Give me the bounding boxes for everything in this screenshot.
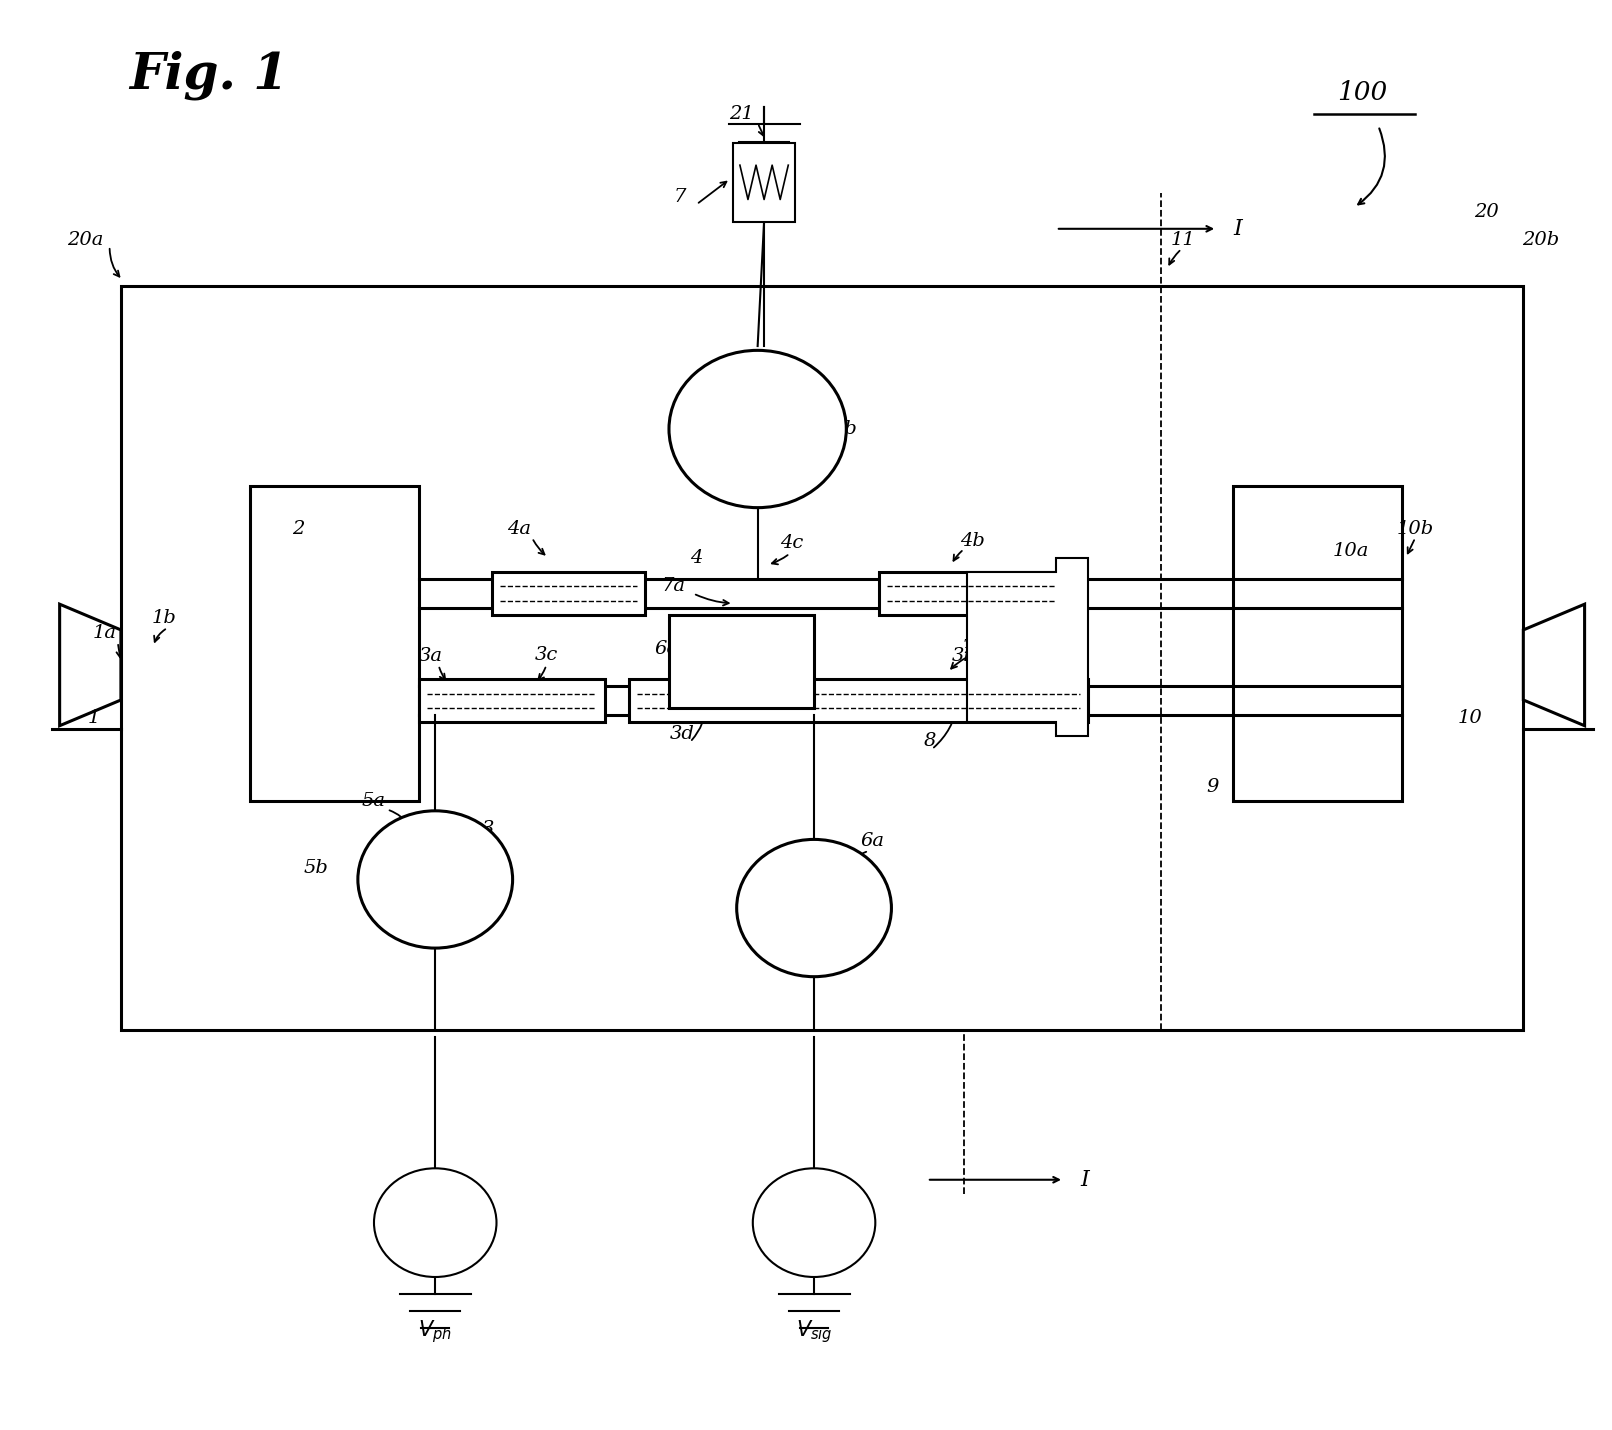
Text: 4: 4 xyxy=(690,549,703,566)
Text: 1b: 1b xyxy=(152,609,177,626)
Text: I: I xyxy=(1080,1168,1090,1191)
Text: 1a: 1a xyxy=(93,625,116,642)
Text: 4c: 4c xyxy=(780,535,803,552)
Text: 2: 2 xyxy=(292,521,305,538)
Text: 6: 6 xyxy=(756,885,769,902)
Text: 6b: 6b xyxy=(832,874,858,891)
Circle shape xyxy=(374,1168,496,1277)
Text: 20b: 20b xyxy=(1522,232,1560,249)
Text: $V_{sig}$: $V_{sig}$ xyxy=(796,1318,832,1344)
Circle shape xyxy=(669,350,846,508)
Text: I: I xyxy=(1233,217,1243,240)
Circle shape xyxy=(753,1168,875,1277)
Bar xyxy=(121,286,1523,1030)
Text: 1: 1 xyxy=(87,709,100,726)
Text: 7b: 7b xyxy=(832,420,858,438)
Text: 8: 8 xyxy=(924,732,937,749)
Text: 5a: 5a xyxy=(363,792,385,809)
Text: 6c: 6c xyxy=(654,641,677,658)
Text: 10a: 10a xyxy=(1333,542,1369,559)
Text: 7c: 7c xyxy=(962,639,985,656)
Text: 3: 3 xyxy=(482,821,495,838)
Text: 6a: 6a xyxy=(861,832,883,849)
Text: 7a: 7a xyxy=(663,578,685,595)
Bar xyxy=(879,572,1064,615)
Bar xyxy=(733,143,795,222)
Text: 3b: 3b xyxy=(951,648,977,665)
Text: 10b: 10b xyxy=(1396,521,1435,538)
Polygon shape xyxy=(967,558,1088,736)
Text: 3d: 3d xyxy=(669,725,695,742)
Text: 9: 9 xyxy=(1206,778,1219,795)
Text: 3c: 3c xyxy=(535,646,558,664)
Bar xyxy=(669,615,814,708)
Polygon shape xyxy=(60,605,121,726)
Bar xyxy=(629,679,1088,722)
Bar xyxy=(1233,486,1402,801)
Text: 5b: 5b xyxy=(303,859,329,877)
Bar xyxy=(419,679,604,722)
Circle shape xyxy=(358,811,513,948)
Text: 4a: 4a xyxy=(508,521,530,538)
Bar xyxy=(250,486,419,801)
Text: 5: 5 xyxy=(387,882,400,899)
Text: 4b: 4b xyxy=(959,532,985,549)
Text: 20a: 20a xyxy=(68,232,103,249)
Polygon shape xyxy=(1523,605,1585,726)
Circle shape xyxy=(737,839,891,977)
Text: 100: 100 xyxy=(1336,80,1388,106)
Text: 7: 7 xyxy=(674,189,687,206)
Text: 3a: 3a xyxy=(419,648,442,665)
Text: 11: 11 xyxy=(1170,232,1196,249)
Text: 20: 20 xyxy=(1473,203,1499,220)
Text: Fig. 1: Fig. 1 xyxy=(129,50,289,100)
Text: 21: 21 xyxy=(729,106,754,123)
Text: $V_{ph}$: $V_{ph}$ xyxy=(419,1318,451,1344)
Bar xyxy=(492,572,645,615)
Text: 10: 10 xyxy=(1457,709,1483,726)
